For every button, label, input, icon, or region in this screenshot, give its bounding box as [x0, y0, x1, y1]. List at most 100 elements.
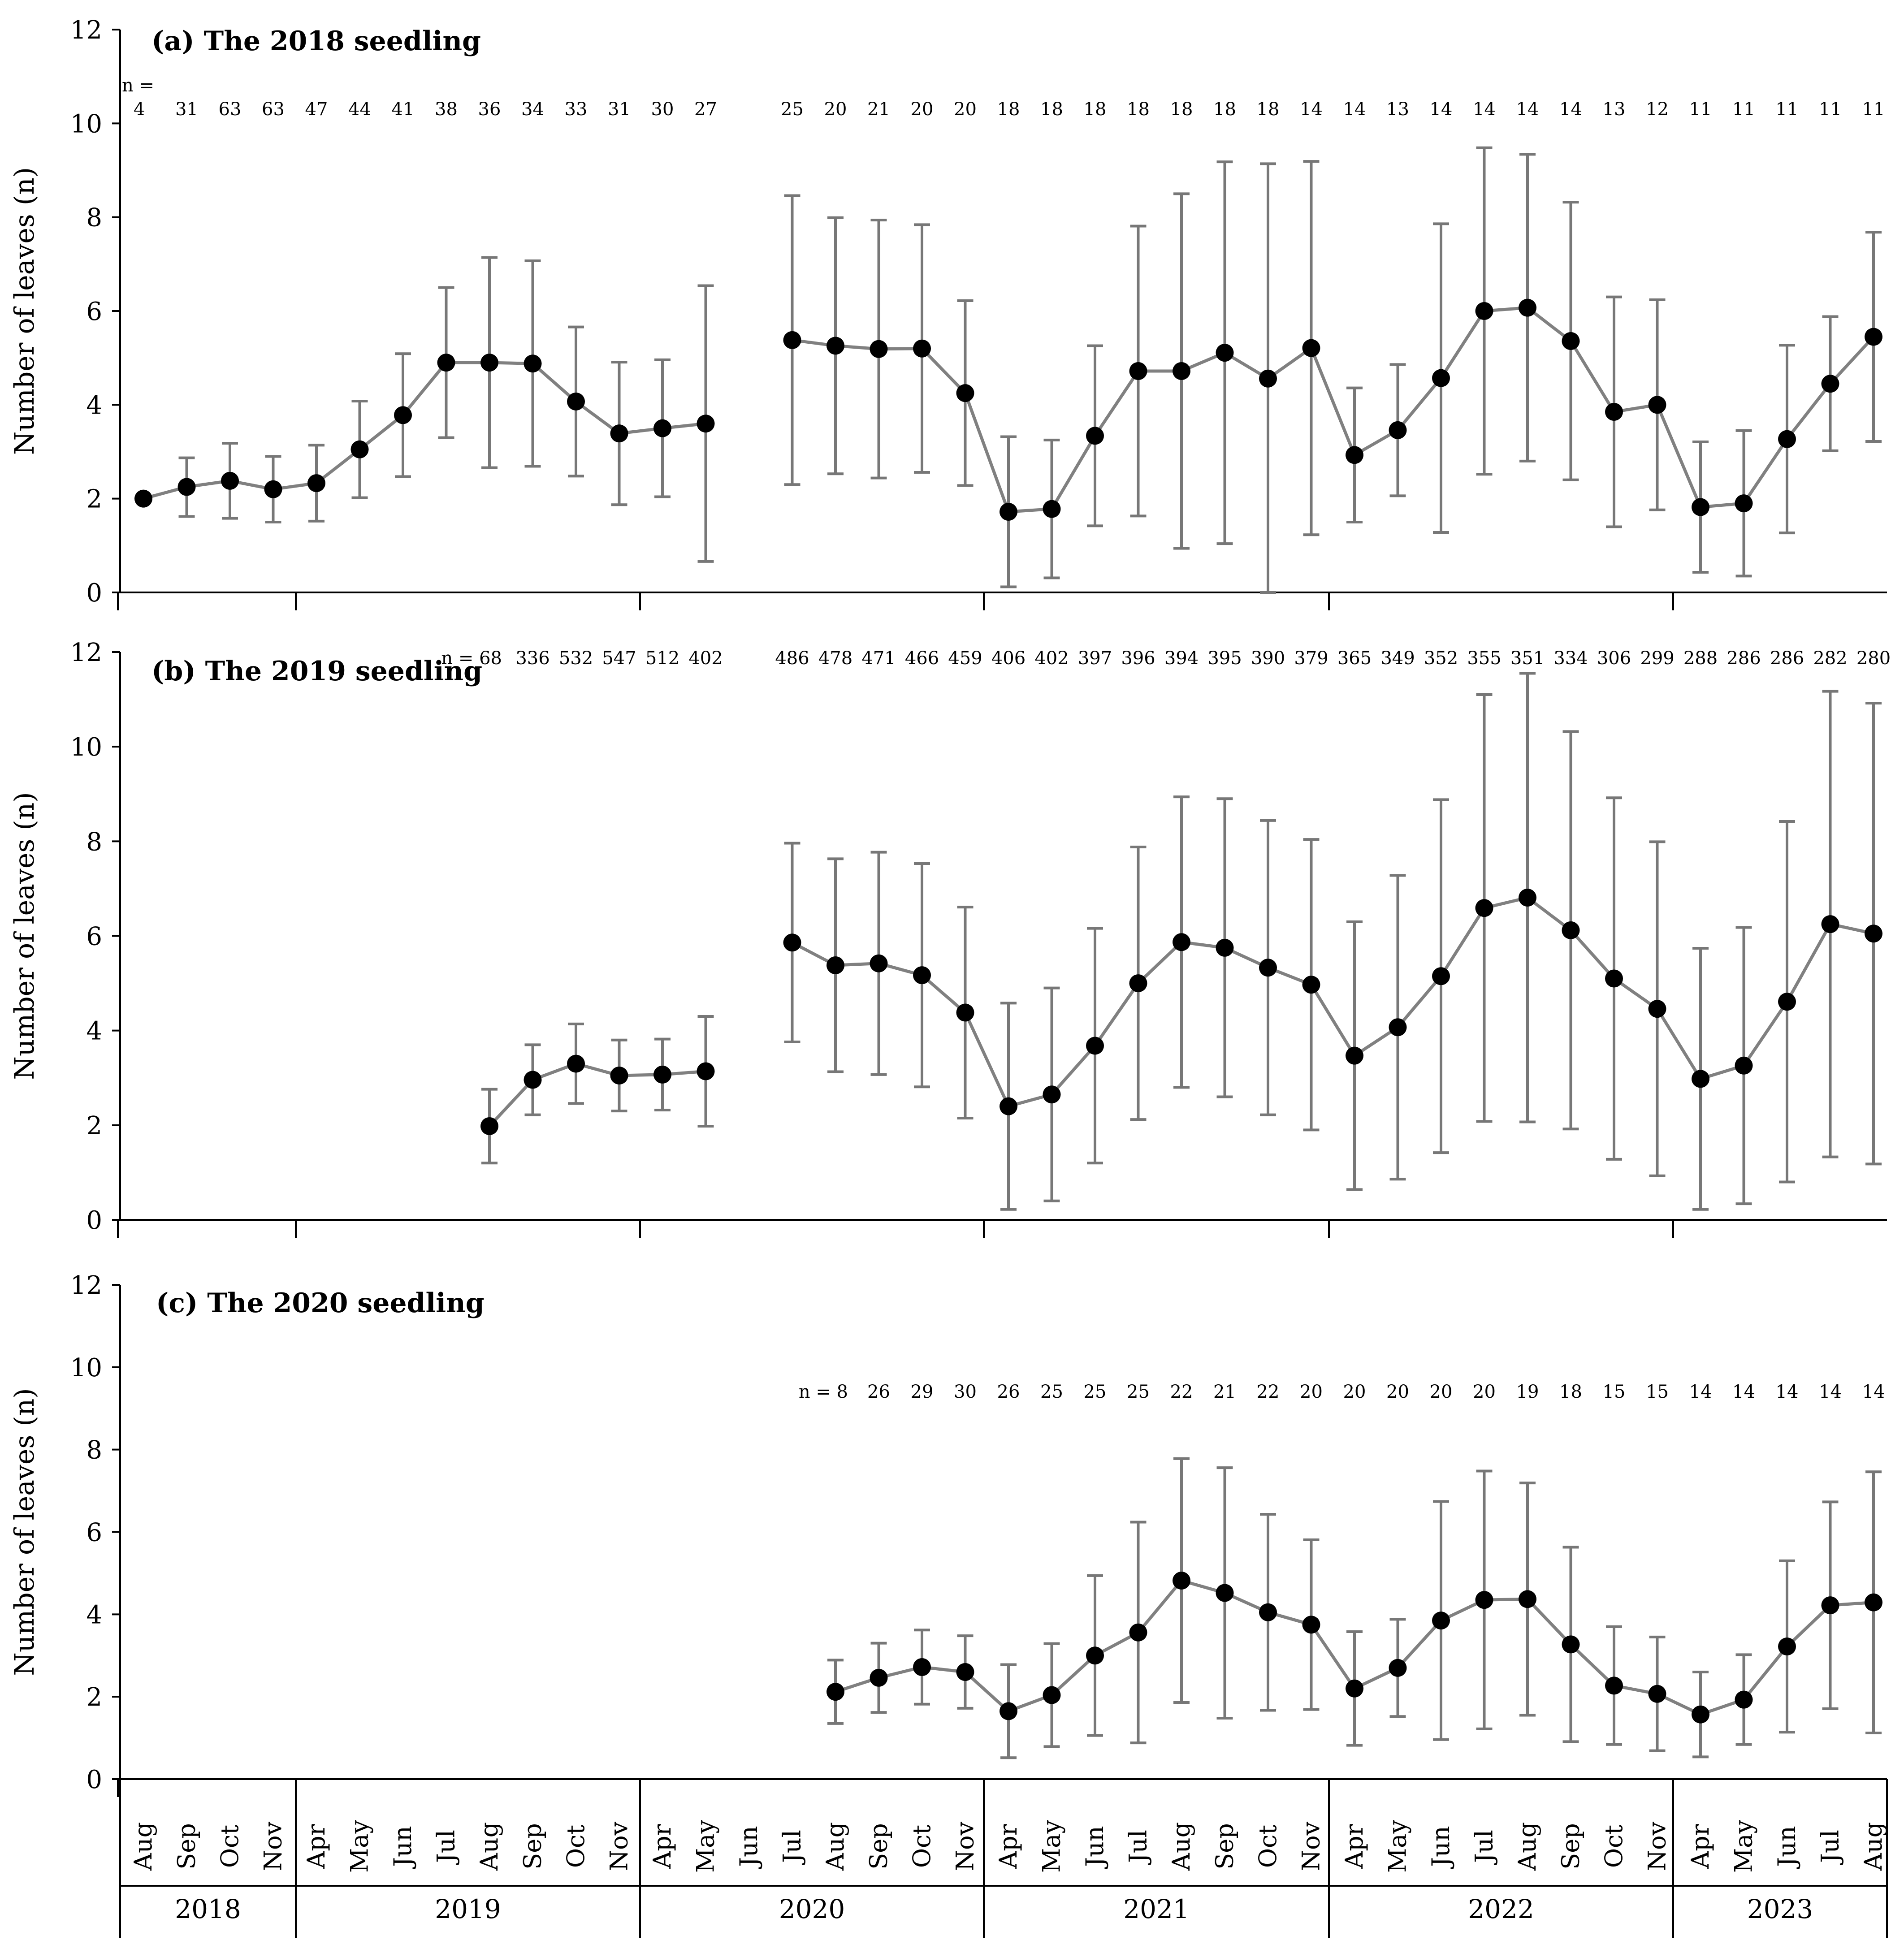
month-label: Jun — [389, 1826, 417, 1869]
series-line-segment — [1396, 975, 1442, 1028]
data-point — [1562, 332, 1580, 350]
month-label: Nov — [1297, 1821, 1325, 1871]
y-tick-label: 12 — [70, 1271, 102, 1300]
month-label: Sep — [173, 1823, 201, 1870]
sample-size-label: 14 — [1819, 1382, 1842, 1402]
sample-size-label: 21 — [1213, 1382, 1236, 1402]
series-line-segment — [1440, 310, 1486, 379]
series-line-segment — [1310, 984, 1356, 1057]
series-line-segment — [921, 974, 966, 1014]
y-tick-label: 12 — [70, 638, 102, 667]
data-point — [1778, 430, 1796, 448]
series-line-segment — [1137, 1579, 1183, 1634]
sample-size-label: 29 — [911, 1382, 934, 1402]
month-label: Nov — [259, 1821, 287, 1871]
sample-size-label: n = 8 — [799, 1382, 848, 1402]
y-tick-label: 0 — [86, 1765, 102, 1794]
sample-size-label: 25 — [1127, 1382, 1150, 1402]
series-line-segment — [532, 362, 577, 403]
series-line-segment — [1051, 1654, 1096, 1697]
data-point — [697, 1062, 715, 1080]
data-point — [1865, 328, 1882, 346]
data-point — [1778, 1638, 1796, 1656]
sample-size-label: 14 — [1732, 1382, 1755, 1402]
data-point — [827, 956, 844, 974]
sample-size-label: 38 — [435, 99, 458, 120]
series-line-segment — [402, 361, 448, 416]
y-tick-label: 0 — [86, 1206, 102, 1235]
data-point — [697, 415, 715, 433]
y-tick-label: 6 — [86, 922, 102, 951]
y-axis-label: Number of leaves (n) — [9, 792, 40, 1080]
sample-size-label: 336 — [515, 648, 550, 669]
y-tick-label: 4 — [86, 391, 102, 420]
sample-size-label: 466 — [905, 648, 939, 669]
year-label: 2019 — [435, 1894, 501, 1924]
data-point — [956, 1003, 974, 1022]
y-tick-label: 10 — [70, 733, 102, 762]
sample-size-label: 15 — [1646, 1382, 1669, 1402]
sample-size-label: 396 — [1121, 648, 1155, 669]
sample-size-label: 31 — [608, 99, 631, 120]
y-tick-label: 4 — [86, 1600, 102, 1629]
sample-size-label: 31 — [175, 99, 198, 120]
y-tick-label: 12 — [70, 16, 102, 45]
series-line-segment — [1742, 1645, 1788, 1701]
month-label: Aug — [129, 1822, 157, 1871]
data-point — [1562, 921, 1580, 939]
series-line-segment — [1569, 929, 1615, 980]
month-label: May — [692, 1820, 720, 1873]
sample-size-label: 280 — [1856, 648, 1891, 669]
data-point — [480, 1117, 498, 1135]
data-point — [610, 1066, 628, 1084]
data-point — [1129, 362, 1147, 380]
data-point — [1735, 1690, 1753, 1709]
sample-size-label: 459 — [948, 648, 982, 669]
data-point — [1216, 1584, 1234, 1602]
data-point — [1129, 1623, 1147, 1642]
data-point — [653, 419, 671, 437]
month-label: Apr — [1686, 1824, 1714, 1869]
data-point — [1562, 1635, 1580, 1654]
sample-size-label: 20 — [1386, 1382, 1409, 1402]
series-line-segment — [1310, 1624, 1356, 1689]
month-label: May — [346, 1820, 374, 1873]
data-point — [1692, 1705, 1709, 1724]
month-label: Oct — [562, 1825, 590, 1868]
series-line-segment — [315, 448, 361, 484]
data-point — [1346, 1046, 1363, 1065]
data-point — [1389, 1659, 1407, 1677]
series-line-segment — [921, 347, 967, 394]
sample-size-label: 334 — [1553, 648, 1588, 669]
sample-size-label: 282 — [1813, 648, 1847, 669]
sample-size-label: 11 — [1732, 99, 1755, 120]
data-point — [870, 1668, 888, 1687]
month-label: Jun — [1081, 1826, 1109, 1869]
series-line-segment — [1829, 336, 1875, 385]
data-point — [394, 406, 412, 424]
sample-size-label: 394 — [1164, 648, 1199, 669]
month-label: May — [1730, 1820, 1758, 1873]
year-label: 2021 — [1123, 1894, 1190, 1924]
sample-size-label: 41 — [392, 99, 415, 120]
month-label: Apr — [994, 1824, 1022, 1869]
y-tick-label: 6 — [86, 297, 102, 326]
data-point — [610, 424, 628, 443]
sample-size-label: 30 — [651, 99, 674, 120]
month-label: Jun — [1427, 1826, 1455, 1869]
data-point — [1432, 967, 1450, 985]
sample-size-label: 26 — [867, 1382, 890, 1402]
sample-size-label: 20 — [954, 99, 977, 120]
sample-size-label: 19 — [1516, 1382, 1539, 1402]
data-point — [264, 480, 282, 498]
sample-size-label: 355 — [1467, 648, 1501, 669]
sample-size-label: 18 — [1170, 99, 1193, 120]
data-point — [1259, 369, 1277, 388]
month-label: Oct — [908, 1825, 936, 1868]
sample-size-label: 18 — [1213, 99, 1236, 120]
year-label: 2022 — [1468, 1894, 1534, 1924]
sample-size-label: 14 — [1559, 99, 1582, 120]
data-point — [1432, 1612, 1450, 1630]
sample-size-label: 20 — [824, 99, 847, 120]
